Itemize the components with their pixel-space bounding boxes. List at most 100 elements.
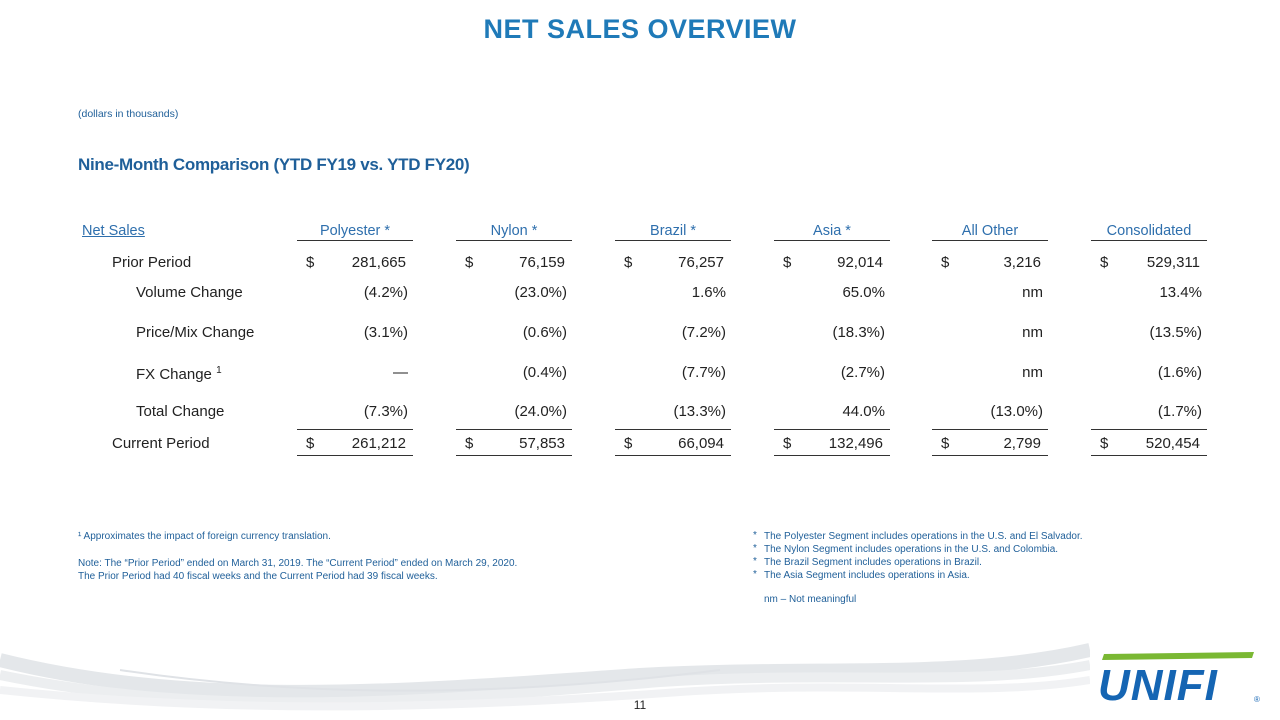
cell-price-all-other: nm: [1022, 324, 1043, 341]
header-rule: [456, 240, 572, 241]
cell-fx-nylon: (0.4%): [522, 364, 567, 381]
currency-symbol: $: [783, 254, 792, 271]
row-label-total-change: Total Change: [136, 403, 225, 420]
page-number: 11: [633, 698, 647, 712]
total-rule: [615, 455, 731, 456]
header-rule: [774, 240, 890, 241]
header-rule: [615, 240, 731, 241]
fx-footnote: ¹ Approximates the impact of foreign cur…: [78, 531, 331, 542]
cell-current-all-other: 2,799: [1003, 435, 1041, 452]
cell-prior-polyester: 281,665: [351, 254, 406, 271]
segment-note-nylon: The Nylon Segment includes operations in…: [764, 544, 1059, 555]
currency-symbol: $: [941, 254, 950, 271]
cell-current-brazil: 66,094: [678, 435, 724, 452]
cell-current-consolidated: 520,454: [1145, 435, 1200, 452]
cell-total-polyester: (7.3%): [363, 403, 408, 420]
cell-price-brazil: (7.2%): [681, 324, 726, 341]
cell-volume-nylon: (23.0%): [514, 284, 567, 301]
segment-note-asia: The Asia Segment includes operations in …: [764, 570, 970, 581]
row-label-current-period: Current Period: [112, 435, 210, 452]
cell-price-polyester: (3.1%): [363, 324, 408, 341]
cell-prior-brazil: 76,257: [678, 254, 724, 271]
bullet-marker: *: [753, 569, 757, 580]
row-label-volume-change: Volume Change: [136, 284, 243, 301]
cell-prior-nylon: 76,159: [519, 254, 565, 271]
currency-symbol: $: [624, 254, 633, 271]
header-brazil: Brazil *: [650, 223, 696, 239]
currency-symbol: $: [1100, 254, 1109, 271]
cell-current-asia: 132,496: [828, 435, 883, 452]
period-note-1: Note: The “Prior Period” ended on March …: [78, 558, 518, 569]
cell-total-nylon: (24.0%): [514, 403, 567, 420]
cell-volume-asia: 65.0%: [842, 284, 885, 301]
cell-total-consolidated: (1.7%): [1157, 403, 1202, 420]
svg-text:®: ®: [1254, 695, 1260, 704]
cell-prior-consolidated: 529,311: [1146, 254, 1200, 271]
cell-prior-all-other: 3,216: [1003, 254, 1041, 271]
cell-price-consolidated: (13.5%): [1149, 324, 1202, 341]
cell-price-nylon: (0.6%): [522, 324, 567, 341]
currency-symbol: $: [465, 435, 474, 452]
currency-symbol: $: [941, 435, 950, 452]
bullet-marker: *: [753, 556, 757, 567]
header-nylon: Nylon *: [490, 223, 538, 239]
subtotal-rule: [932, 429, 1048, 430]
cell-fx-consolidated: (1.6%): [1157, 364, 1202, 381]
cell-volume-all-other: nm: [1022, 284, 1043, 301]
currency-symbol: $: [306, 435, 315, 452]
row-label-fx-change: FX Change 1: [136, 365, 222, 383]
cell-fx-all-other: nm: [1022, 364, 1043, 381]
total-rule: [1091, 455, 1207, 456]
comparison-subtitle: Nine-Month Comparison (YTD FY19 vs. YTD …: [78, 155, 470, 174]
nm-note: nm – Not meaningful: [764, 594, 857, 605]
currency-symbol: $: [624, 435, 633, 452]
page-title: NET SALES OVERVIEW: [483, 14, 797, 44]
unifi-logo: UNIFI ®: [1098, 652, 1260, 706]
cell-volume-consolidated: 13.4%: [1159, 284, 1202, 301]
cell-volume-polyester: (4.2%): [363, 284, 408, 301]
period-note-2: The Prior Period had 40 fiscal weeks and…: [78, 571, 438, 582]
row-label-prior-period: Prior Period: [112, 254, 192, 271]
cell-total-all-other: (13.0%): [990, 403, 1043, 420]
header-polyester: Polyester *: [319, 223, 391, 239]
svg-text:UNIFI: UNIFI: [1098, 661, 1218, 706]
header-asia: Asia *: [813, 223, 851, 239]
total-rule: [932, 455, 1048, 456]
cell-fx-asia: (2.7%): [840, 364, 885, 381]
decorative-swoosh: [0, 643, 1090, 711]
subtotal-rule: [1091, 429, 1207, 430]
bullet-marker: *: [753, 543, 757, 554]
cell-current-nylon: 57,853: [519, 435, 565, 452]
subtotal-rule: [456, 429, 572, 430]
fx-change-label-text: FX Change: [136, 366, 212, 383]
cell-volume-brazil: 1.6%: [691, 284, 726, 301]
cell-total-brazil: (13.3%): [673, 403, 726, 420]
cell-fx-brazil: (7.7%): [681, 364, 726, 381]
currency-symbol: $: [1100, 435, 1109, 452]
header-consolidated: Consolidated: [1106, 223, 1192, 239]
subtotal-rule: [615, 429, 731, 430]
cell-prior-asia: 92,014: [837, 254, 883, 271]
cell-fx-polyester: —: [393, 364, 408, 381]
header-rule: [1091, 240, 1207, 241]
cell-total-asia: 44.0%: [842, 403, 885, 420]
cell-current-polyester: 261,212: [351, 435, 406, 452]
subtotal-rule: [774, 429, 890, 430]
header-rule: [297, 240, 413, 241]
total-rule: [456, 455, 572, 456]
subtotal-rule: [297, 429, 413, 430]
currency-symbol: $: [306, 254, 315, 271]
segment-note-brazil: The Brazil Segment includes operations i…: [764, 557, 982, 568]
header-net-sales: Net Sales: [82, 223, 145, 239]
cell-price-asia: (18.3%): [832, 324, 885, 341]
currency-symbol: $: [465, 254, 474, 271]
bullet-marker: *: [753, 530, 757, 541]
header-all-other: All Other: [961, 223, 1019, 239]
total-rule: [774, 455, 890, 456]
fx-footnote-marker: 1: [216, 365, 222, 376]
header-rule: [932, 240, 1048, 241]
total-rule: [297, 455, 413, 456]
row-label-price-mix-change: Price/Mix Change: [136, 324, 255, 341]
currency-symbol: $: [783, 435, 792, 452]
segment-note-polyester: The Polyester Segment includes operation…: [764, 531, 1083, 542]
